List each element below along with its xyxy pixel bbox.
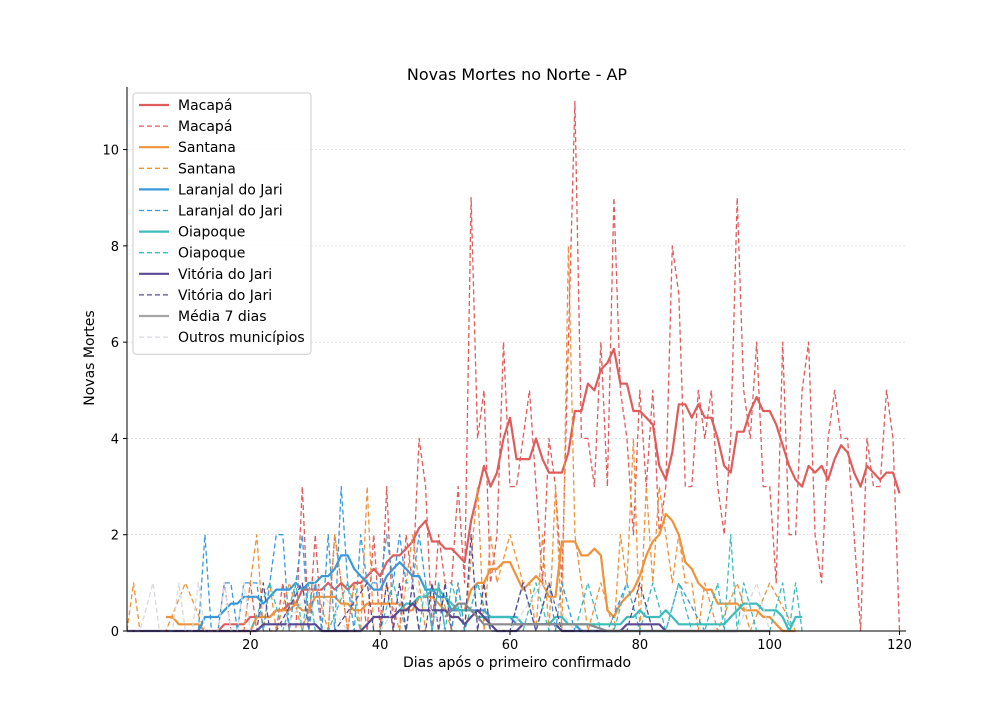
x-tick-label: 20 — [242, 638, 259, 653]
series-line-2 — [126, 245, 797, 632]
chart-title: Novas Mortes no Norte - AP — [407, 65, 628, 84]
x-tick-label: 60 — [502, 638, 519, 653]
x-tick-label: 40 — [372, 638, 389, 653]
y-tick-label: 2 — [111, 529, 119, 544]
legend-label: Laranjal do Jari — [178, 182, 283, 198]
legend-frame — [132, 92, 312, 355]
series-line-6 — [127, 534, 803, 632]
series-line-7 — [392, 588, 803, 633]
series-line-3 — [165, 512, 796, 633]
legend-label: Laranjal do Jari — [178, 204, 283, 220]
legend-label: Oiapoque — [178, 246, 245, 262]
legend-label: Outros municípios — [178, 330, 305, 346]
legend-label: Vitória do Jari — [178, 267, 272, 283]
legend-label: Média 7 dias — [178, 309, 267, 325]
legend-label: Oiapoque — [178, 225, 245, 241]
series-line-4 — [127, 485, 738, 632]
legend-label: Santana — [178, 161, 236, 177]
legend: Macapá Macapá Santana Santana Laranjal do Ja… — [132, 92, 312, 355]
x-axis-label: Dias após o primeiro confirmado — [403, 655, 631, 671]
legend-label: Macapá — [178, 98, 232, 114]
y-tick-label: 0 — [111, 625, 119, 640]
series-line-1 — [217, 347, 901, 632]
series-line-0 — [127, 100, 901, 632]
y-tick-label: 6 — [111, 336, 119, 351]
legend-label: Santana — [178, 140, 236, 156]
y-tick-label: 8 — [111, 240, 119, 255]
y-tick-label: 10 — [102, 144, 119, 159]
y-axis-label: Novas Mortes — [82, 310, 98, 405]
x-tick-label: 100 — [757, 638, 782, 653]
axes — [123, 87, 906, 635]
x-tick-label: 80 — [632, 638, 649, 653]
legend-label: Macapá — [178, 119, 232, 135]
y-tick-label: 4 — [111, 432, 119, 447]
legend-label: Vitória do Jari — [178, 288, 272, 304]
x-tick-label: 120 — [887, 638, 912, 653]
tick-labels: 0 2 4 6 8 10 20 40 60 80 100 120 — [102, 144, 911, 653]
